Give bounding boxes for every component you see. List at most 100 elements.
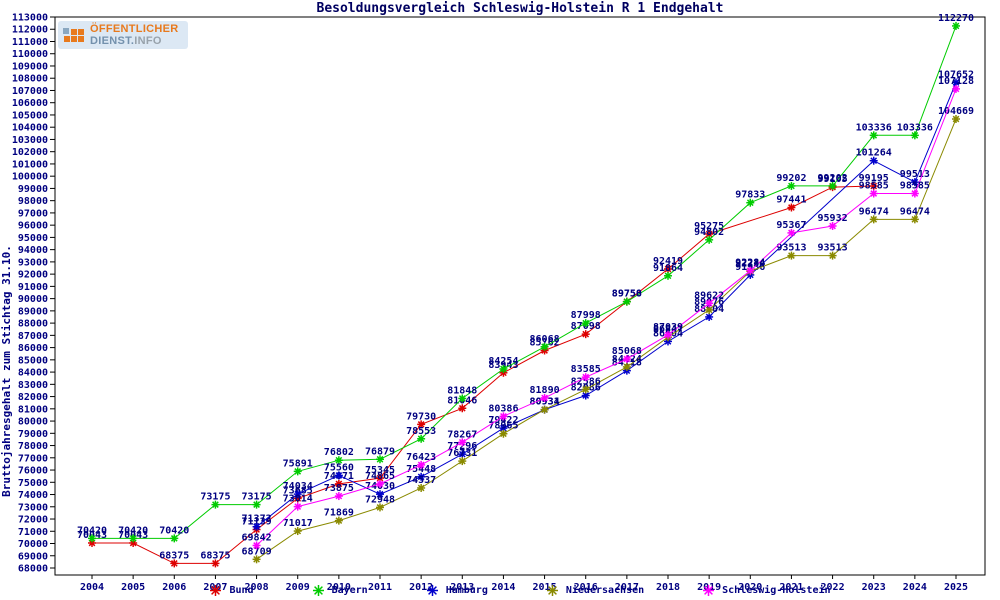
data-point-label: 101264 [856, 148, 892, 159]
data-point-marker [252, 500, 261, 509]
y-tick-label: 82000 [18, 392, 48, 403]
y-tick-label: 75000 [18, 478, 48, 489]
data-point-label: 85068 [612, 346, 642, 357]
data-point-label: 73014 [283, 494, 313, 505]
y-tick-label: 73000 [18, 502, 48, 513]
data-point-marker [869, 131, 878, 140]
data-point-marker [622, 297, 631, 306]
data-point-label: 95932 [818, 213, 848, 224]
data-point-label: 107128 [938, 76, 974, 87]
data-point-marker [458, 457, 467, 466]
data-point-label: 99513 [900, 169, 930, 180]
data-point-label: 71869 [324, 508, 354, 519]
data-point-label: 82586 [571, 376, 601, 387]
y-tick-label: 101000 [12, 159, 48, 170]
data-point-label: 104669 [938, 106, 974, 117]
data-point-label: 75560 [324, 462, 354, 473]
y-tick-label: 88000 [18, 319, 48, 330]
y-tick-label: 90000 [18, 294, 48, 305]
y-tick-label: 104000 [12, 123, 48, 134]
data-point-marker [581, 385, 590, 394]
data-point-marker [540, 342, 549, 351]
y-tick-label: 92000 [18, 270, 48, 281]
data-point-label: 98585 [859, 181, 889, 192]
data-point-label: 78965 [488, 421, 518, 432]
series-line [92, 25, 957, 539]
data-point-marker [88, 534, 96, 543]
data-point-label: 107652 [938, 69, 974, 80]
y-tick-label: 78000 [18, 441, 48, 452]
data-point-marker [170, 559, 179, 568]
x-tick-label: 2005 [121, 582, 145, 593]
data-point-marker [952, 84, 960, 93]
data-point-marker [293, 527, 302, 536]
y-tick-label: 69000 [18, 551, 48, 562]
data-point-marker [540, 393, 549, 402]
data-point-label: 68709 [242, 546, 272, 557]
logo-line2: DIENST.INFO [90, 35, 179, 47]
data-point-label: 91864 [653, 263, 683, 274]
data-point-marker [705, 305, 714, 314]
logo-text: ÖFFENTLICHER DIENST.INFO [90, 23, 179, 47]
data-point-marker [869, 182, 878, 191]
data-point-marker [664, 271, 672, 280]
data-point-marker [869, 215, 878, 224]
x-tick-label: 2024 [903, 582, 927, 593]
y-tick-label: 99000 [18, 184, 48, 195]
series-line [256, 82, 957, 528]
series-line [256, 118, 957, 560]
data-point-label: 84254 [488, 356, 518, 367]
data-point-label: 76879 [365, 446, 395, 457]
data-point-marker [334, 516, 343, 525]
data-point-label: 93513 [818, 243, 848, 254]
data-point-label: 103336 [897, 122, 933, 133]
data-point-marker [746, 198, 755, 207]
site-logo: ÖFFENTLICHER DIENST.INFO [58, 21, 188, 49]
legend-item-hamburg: Hamburg [426, 584, 488, 597]
series-schleswig-holstein: 69842 73014 73875 74865 76423 78267 80386 81890… [242, 76, 974, 550]
data-point-marker [705, 235, 714, 244]
data-point-marker [787, 203, 796, 212]
legend-item-niedersachsen: Niedersachsen [546, 584, 644, 597]
data-point-label: 99105 [818, 174, 848, 185]
data-point-marker [664, 330, 672, 339]
logo-squares-icon [63, 27, 84, 42]
data-point-label: 89622 [694, 290, 724, 301]
data-point-marker [211, 500, 220, 509]
data-point-label: 76802 [324, 447, 354, 458]
data-point-marker [458, 450, 467, 459]
legend-item-bund: Bund [209, 584, 254, 597]
y-tick-label: 100000 [12, 172, 48, 183]
data-point-label: 77296 [447, 441, 477, 452]
legend-label: Schleswig-Holstein [722, 584, 831, 596]
data-point-marker [499, 424, 508, 433]
data-point-marker [499, 364, 508, 373]
data-point-marker [334, 471, 343, 480]
data-point-label: 68375 [159, 550, 189, 561]
y-tick-label: 107000 [12, 86, 48, 97]
data-point-label: 89758 [612, 289, 642, 300]
plot-frame [54, 16, 986, 576]
x-tick-label: 2010 [327, 582, 351, 593]
data-point-label: 87998 [571, 310, 601, 321]
data-point-marker [376, 490, 384, 499]
y-tick-label: 97000 [18, 208, 48, 219]
data-point-marker [910, 178, 919, 187]
y-tick-label: 89000 [18, 306, 48, 317]
data-point-marker [828, 251, 837, 260]
data-point-marker [952, 78, 960, 87]
logo-dienst: DIENST. [90, 35, 135, 47]
data-point-marker [252, 522, 261, 531]
data-point-label: 72948 [365, 494, 395, 505]
data-point-label: 81890 [530, 385, 560, 396]
data-point-marker [293, 467, 302, 476]
y-tick-label: 108000 [12, 74, 48, 85]
x-tick-label: 2018 [656, 582, 680, 593]
data-point-marker [458, 394, 467, 403]
data-point-marker [417, 420, 426, 429]
y-tick-label: 84000 [18, 368, 48, 379]
data-point-label: 80386 [488, 403, 518, 414]
data-point-label: 68375 [200, 550, 230, 561]
data-point-marker [952, 115, 960, 124]
